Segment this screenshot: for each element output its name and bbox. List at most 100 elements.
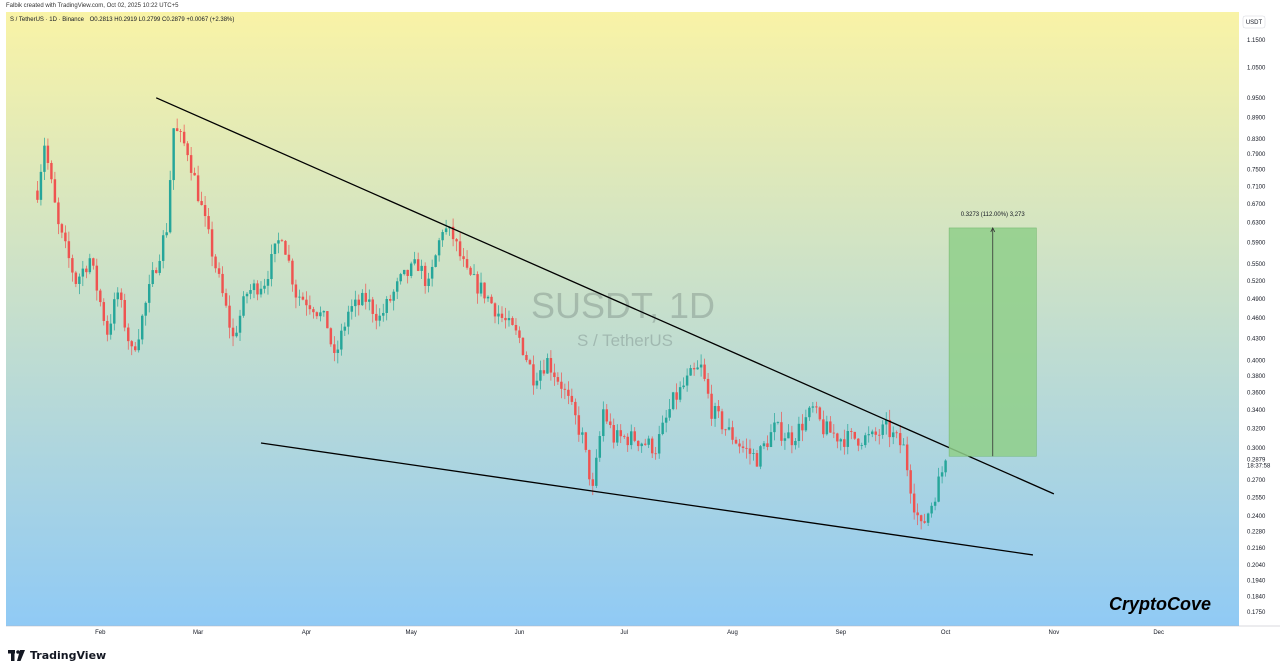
candle-body xyxy=(210,229,214,257)
trendline-support[interactable] xyxy=(260,442,1034,556)
price-chart[interactable]: 0.3273 (112.00%) 3,273 S / TetherUS · 1D… xyxy=(0,12,1280,640)
trendline-resistance[interactable] xyxy=(155,97,1055,495)
candle-body xyxy=(609,421,612,426)
candle-body xyxy=(106,320,109,335)
candle-body xyxy=(598,436,602,458)
candle-body xyxy=(570,395,574,402)
candle-body xyxy=(329,328,333,345)
x-axis-labels: Feb Mar Apr May Jun Jul Aug Sep Oct Nov Dec xyxy=(6,625,1280,636)
last-price-value: 0.2879 xyxy=(1247,458,1266,464)
candle-body xyxy=(759,446,762,467)
candle-body xyxy=(451,226,455,240)
y-tick-label: 0.8300 xyxy=(1247,137,1266,143)
currency-button[interactable] xyxy=(1242,15,1266,29)
candle-body xyxy=(137,339,140,351)
x-tick-label: Aug xyxy=(727,630,738,636)
candle-body xyxy=(280,240,284,242)
candle-body xyxy=(179,131,182,132)
author-signature: CryptoCove xyxy=(1109,594,1211,614)
candle-body xyxy=(794,440,797,446)
candle-body xyxy=(326,311,329,329)
candle-body xyxy=(619,430,622,437)
candle-body xyxy=(535,380,539,386)
candle-body xyxy=(623,436,626,438)
candle-body xyxy=(263,285,266,289)
candle-body xyxy=(762,443,766,447)
candle-body xyxy=(930,505,933,514)
candle-body xyxy=(308,305,312,310)
candle-body xyxy=(507,318,511,321)
candle-body xyxy=(912,493,916,513)
price-axis-panel[interactable] xyxy=(1239,12,1280,626)
candle-body xyxy=(909,470,912,494)
y-axis-labels: 1.1500 1.0500 0.9500 0.8900 0.8300 0.7900 0.75… xyxy=(1247,38,1266,616)
tradingview-logo[interactable]: TradingView xyxy=(8,648,106,662)
candle-body xyxy=(755,453,759,467)
candle-body xyxy=(315,312,319,317)
candle-body xyxy=(151,270,154,285)
y-tick-label: 0.2700 xyxy=(1247,478,1266,484)
candle-body xyxy=(116,292,119,300)
candle-body xyxy=(630,431,633,446)
candle-body xyxy=(591,479,595,486)
candle-body xyxy=(602,409,605,437)
candle-body xyxy=(710,393,713,419)
y-tick-label: 0.3000 xyxy=(1247,446,1266,452)
candle-body xyxy=(643,443,647,445)
candle-body xyxy=(252,283,256,291)
publisher-text: Falbik created with TradingView.com, Oct… xyxy=(6,3,179,9)
candle-body xyxy=(671,392,675,410)
candle-body xyxy=(661,422,664,435)
x-tick-label: Nov xyxy=(1049,630,1060,636)
x-tick-label: Sep xyxy=(835,630,846,636)
candle-body xyxy=(347,311,350,327)
candle-body xyxy=(864,435,867,446)
candle-body xyxy=(319,312,322,317)
candle-body xyxy=(189,155,193,173)
candle-body xyxy=(787,432,790,439)
candle-body xyxy=(245,293,249,297)
candle-body xyxy=(850,431,853,432)
candle-body xyxy=(846,431,850,447)
candle-body xyxy=(895,432,898,434)
candle-body xyxy=(724,429,727,431)
candle-body xyxy=(577,415,581,435)
candle-body xyxy=(193,172,196,176)
candle-body xyxy=(224,293,228,306)
candle-body xyxy=(78,276,81,284)
candle-body xyxy=(867,434,870,436)
candle-body xyxy=(699,364,703,368)
candle-body xyxy=(944,460,947,473)
candle-body xyxy=(385,298,388,313)
y-tick-label: 0.4000 xyxy=(1247,359,1266,365)
candle-body xyxy=(532,364,535,386)
candle-body xyxy=(518,330,521,338)
candle-body xyxy=(382,312,385,316)
candle-body xyxy=(388,298,392,301)
candle-body xyxy=(650,438,654,454)
x-tick-label: Jun xyxy=(515,630,525,636)
x-tick-label: Oct xyxy=(941,630,951,636)
candle-body xyxy=(720,411,724,430)
footer: TradingView xyxy=(0,640,1280,669)
candle-body xyxy=(853,431,857,439)
y-tick-label: 0.3200 xyxy=(1247,426,1266,432)
candle-body xyxy=(633,431,636,441)
y-tick-label: 0.2550 xyxy=(1247,495,1266,501)
watermark-subtitle: S / TetherUS xyxy=(577,331,673,350)
x-tick-label: Mar xyxy=(193,630,203,636)
candle-body xyxy=(692,368,696,370)
symbol-line: S / TetherUS · 1D · Binance xyxy=(10,17,85,23)
candle-body xyxy=(130,341,133,347)
candle-body xyxy=(773,422,776,433)
candle-body xyxy=(161,235,165,261)
candle-body xyxy=(207,216,210,230)
candle-body xyxy=(416,259,420,271)
candle-body xyxy=(228,305,231,328)
candle-body xyxy=(46,145,50,163)
candle-body xyxy=(43,145,46,172)
candle-body xyxy=(375,313,378,321)
candle-body xyxy=(675,392,678,400)
candle-body xyxy=(626,436,629,446)
